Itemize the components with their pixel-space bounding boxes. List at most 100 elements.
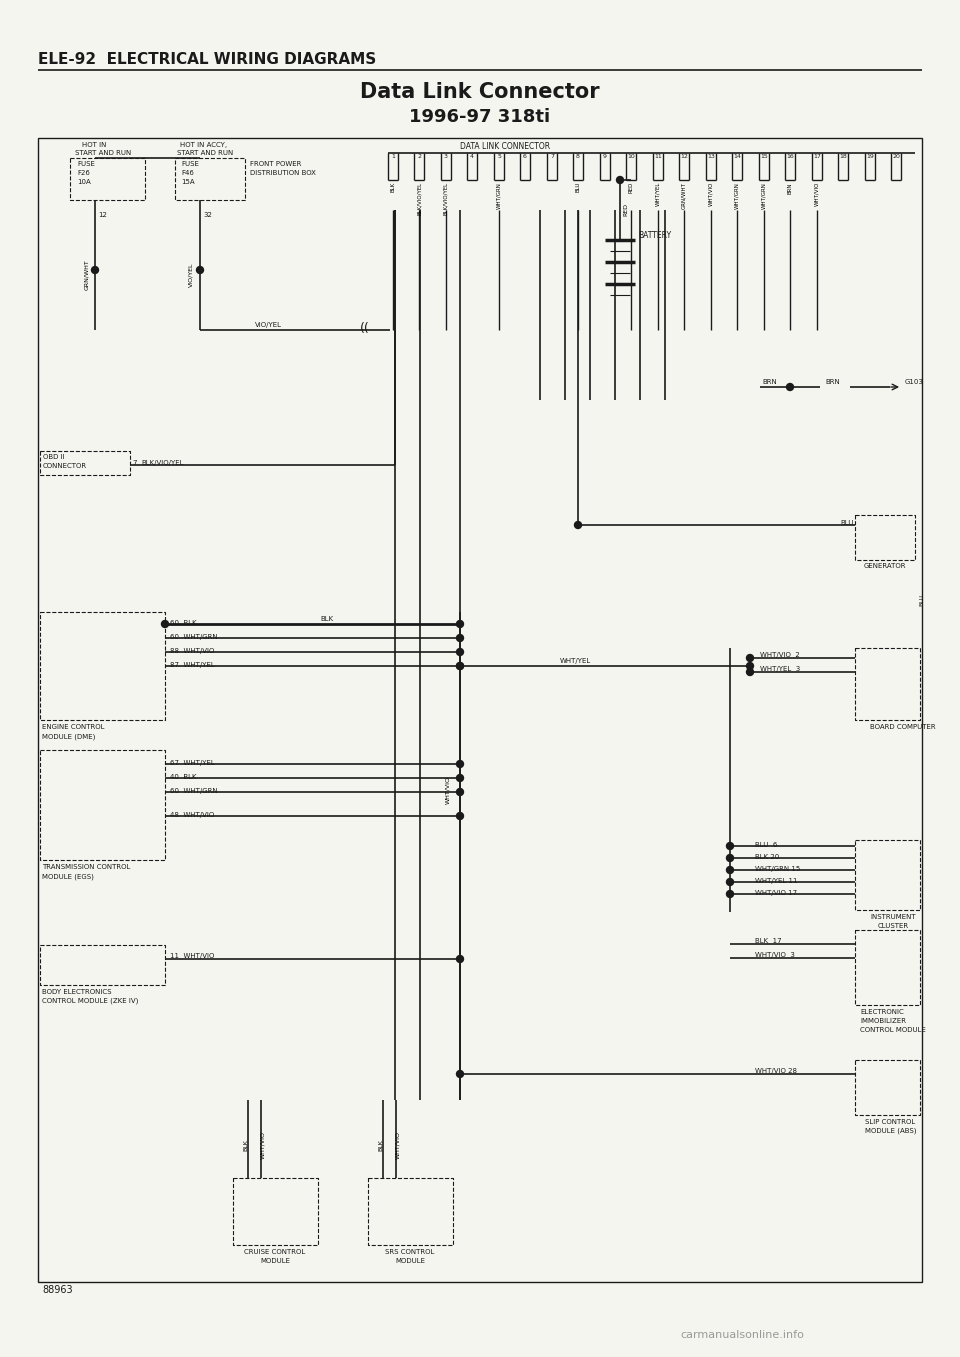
Circle shape (457, 955, 464, 962)
Text: 1: 1 (391, 153, 395, 159)
Text: 32: 32 (203, 212, 212, 218)
Circle shape (747, 654, 754, 661)
Text: WHT/VIO: WHT/VIO (445, 776, 450, 803)
Text: 9: 9 (603, 153, 607, 159)
Text: GENERATOR: GENERATOR (864, 563, 906, 569)
Text: WHT/GRN: WHT/GRN (761, 182, 766, 209)
Text: 40  BLK: 40 BLK (170, 773, 197, 780)
Text: 10: 10 (627, 153, 635, 159)
Text: MODULE (ABS): MODULE (ABS) (865, 1128, 917, 1134)
Text: FUSE: FUSE (77, 161, 95, 167)
Text: START AND RUN: START AND RUN (177, 151, 233, 156)
Circle shape (747, 662, 754, 669)
Text: 6: 6 (523, 153, 527, 159)
Circle shape (457, 1071, 464, 1077)
Circle shape (457, 635, 464, 642)
Text: 3: 3 (444, 153, 448, 159)
Text: BLK/VIO/YEL: BLK/VIO/YEL (444, 182, 448, 216)
Text: 18: 18 (839, 153, 847, 159)
Text: 7: 7 (132, 460, 136, 465)
Text: BATTERY: BATTERY (638, 232, 671, 240)
Text: 14: 14 (733, 153, 741, 159)
Text: 17: 17 (813, 153, 821, 159)
Text: 15: 15 (760, 153, 768, 159)
Text: 10A: 10A (77, 179, 91, 185)
Text: 87  WHT/YEL: 87 WHT/YEL (170, 662, 215, 668)
Circle shape (727, 843, 733, 849)
Text: 11: 11 (654, 153, 661, 159)
Circle shape (457, 788, 464, 795)
Text: WHT/YEL  3: WHT/YEL 3 (760, 666, 801, 672)
Text: GRN/WHT: GRN/WHT (682, 182, 686, 209)
Circle shape (727, 890, 733, 897)
Text: VIO/YEL: VIO/YEL (255, 322, 282, 328)
Text: WHT/GRN: WHT/GRN (496, 182, 501, 209)
Text: MODULE: MODULE (260, 1258, 290, 1263)
Text: WHT/YEL 11: WHT/YEL 11 (755, 878, 798, 883)
Text: BOARD COMPUTER: BOARD COMPUTER (870, 725, 936, 730)
Circle shape (786, 384, 794, 391)
Circle shape (457, 620, 464, 627)
Text: HOT IN: HOT IN (82, 142, 107, 148)
Text: 11  WHT/VIO: 11 WHT/VIO (170, 953, 214, 959)
Circle shape (457, 662, 464, 669)
Text: BLK 20: BLK 20 (755, 854, 780, 860)
Text: GRN/WHT: GRN/WHT (84, 259, 89, 290)
Text: ENGINE CONTROL: ENGINE CONTROL (42, 725, 105, 730)
Text: ELE-92  ELECTRICAL WIRING DIAGRAMS: ELE-92 ELECTRICAL WIRING DIAGRAMS (38, 52, 376, 66)
Text: WHT/VIO  3: WHT/VIO 3 (755, 953, 795, 958)
Text: BLU: BLU (575, 182, 581, 193)
Text: VIO/YEL: VIO/YEL (188, 263, 194, 288)
Text: FUSE: FUSE (181, 161, 199, 167)
Text: BLK/VIO/YEL: BLK/VIO/YEL (141, 460, 183, 465)
Circle shape (161, 620, 169, 627)
Text: BRN: BRN (762, 379, 777, 385)
Text: CRUISE CONTROL: CRUISE CONTROL (245, 1248, 305, 1255)
Text: 88963: 88963 (42, 1285, 73, 1295)
Text: HOT IN ACCY,: HOT IN ACCY, (180, 142, 228, 148)
Circle shape (727, 867, 733, 874)
Circle shape (574, 521, 582, 528)
Text: OBD II: OBD II (43, 455, 64, 460)
Text: BRN: BRN (825, 379, 840, 385)
Text: BLK  17: BLK 17 (755, 938, 781, 944)
Text: BLU: BLU (840, 520, 853, 527)
Circle shape (616, 176, 623, 183)
Text: BLU  6: BLU 6 (755, 841, 778, 848)
Circle shape (727, 855, 733, 862)
Text: 13: 13 (708, 153, 715, 159)
Text: MODULE (EGS): MODULE (EGS) (42, 873, 94, 879)
Text: SLIP CONTROL: SLIP CONTROL (865, 1120, 915, 1125)
Text: 88  WHT/VIO: 88 WHT/VIO (170, 649, 214, 654)
Text: BLK/VIO/YEL: BLK/VIO/YEL (417, 182, 421, 216)
Text: BLK: BLK (320, 616, 333, 622)
Text: IMMOBILIZER: IMMOBILIZER (860, 1018, 906, 1025)
Text: FRONT POWER: FRONT POWER (250, 161, 301, 167)
Text: MODULE: MODULE (395, 1258, 425, 1263)
Text: 4: 4 (470, 153, 474, 159)
Text: 12: 12 (98, 212, 107, 218)
Text: 8: 8 (576, 153, 580, 159)
Text: 19: 19 (866, 153, 874, 159)
Circle shape (457, 775, 464, 782)
Text: 1996-97 318ti: 1996-97 318ti (409, 109, 551, 126)
Text: CONTROL MODULE (ZKE IV): CONTROL MODULE (ZKE IV) (42, 997, 138, 1004)
Text: TRANSMISSION CONTROL: TRANSMISSION CONTROL (42, 864, 131, 870)
Text: WHT/VIO: WHT/VIO (814, 182, 820, 206)
Circle shape (457, 760, 464, 768)
Text: DISTRIBUTION BOX: DISTRIBUTION BOX (250, 170, 316, 176)
Text: WHT/GRN: WHT/GRN (734, 182, 739, 209)
Text: MODULE (DME): MODULE (DME) (42, 733, 95, 740)
Text: WHT/VIO 28: WHT/VIO 28 (755, 1068, 797, 1073)
Text: WHT/VIO: WHT/VIO (708, 182, 713, 206)
Bar (38, 138, 922, 1282)
Circle shape (91, 266, 99, 274)
Text: 5: 5 (497, 153, 501, 159)
Circle shape (457, 813, 464, 820)
Text: CONTROL MODULE: CONTROL MODULE (860, 1027, 925, 1033)
Text: BRN: BRN (787, 182, 793, 194)
Text: WHT/VIO  2: WHT/VIO 2 (760, 651, 800, 658)
Text: INSTRUMENT: INSTRUMENT (870, 915, 916, 920)
Circle shape (727, 878, 733, 886)
Text: WHT/VIO: WHT/VIO (396, 1130, 400, 1159)
